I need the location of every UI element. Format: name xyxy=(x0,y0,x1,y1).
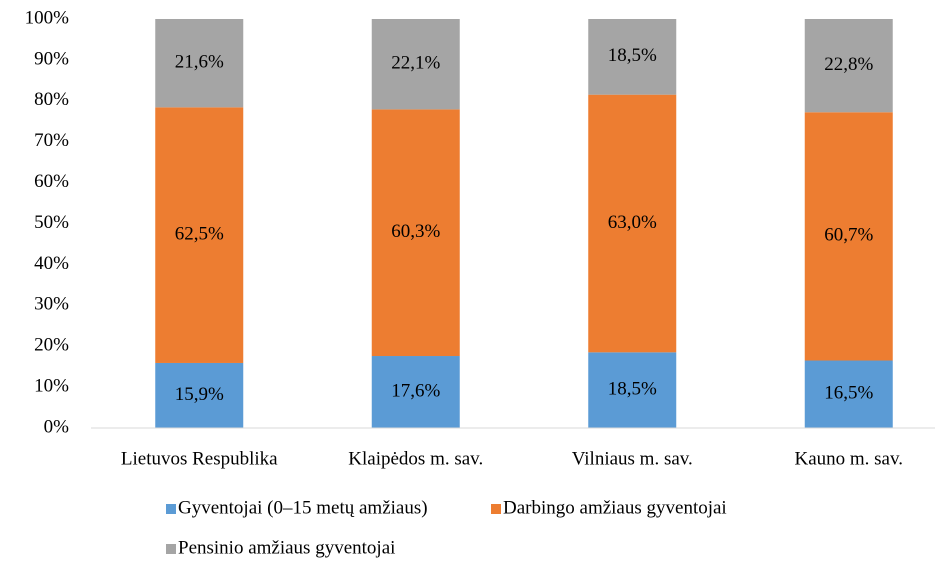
value-label: 63,0% xyxy=(608,212,657,233)
x-tick-label: Klaipėdos m. sav. xyxy=(348,448,483,469)
legend-label: Darbingo amžiaus gyventojai xyxy=(503,497,727,518)
bar-segment xyxy=(804,360,893,428)
x-tick-label: Vilniaus m. sav. xyxy=(572,448,693,469)
bar-segment xyxy=(371,19,460,110)
bar-segment xyxy=(804,112,893,361)
bar-segment xyxy=(588,94,677,353)
x-tick-label: Kauno m. sav. xyxy=(794,448,903,469)
value-label: 60,7% xyxy=(824,225,873,246)
y-tick-label: 0% xyxy=(44,416,70,437)
value-label: 62,5% xyxy=(175,224,224,245)
x-tick-label: Lietuvos Respublika xyxy=(121,448,278,469)
bar-segment xyxy=(371,109,460,357)
value-label: 16,5% xyxy=(824,383,873,404)
value-label: 18,5% xyxy=(608,379,657,400)
value-label: 17,6% xyxy=(391,380,440,401)
legend-swatch xyxy=(491,504,501,514)
value-label: 18,5% xyxy=(608,45,657,66)
y-tick-label: 10% xyxy=(34,375,69,396)
bar-segment xyxy=(371,356,460,428)
y-tick-label: 50% xyxy=(34,212,69,233)
y-tick-label: 80% xyxy=(34,89,69,110)
y-tick-label: 70% xyxy=(34,130,69,151)
value-label: 22,8% xyxy=(824,54,873,75)
y-tick-label: 20% xyxy=(34,335,69,356)
y-tick-label: 90% xyxy=(34,48,69,69)
legend-label: Gyventojai (0–15 metų amžiaus) xyxy=(178,497,428,518)
bar-segment xyxy=(588,352,677,428)
y-tick-label: 60% xyxy=(34,171,69,192)
bar-segment xyxy=(804,19,893,113)
bar-segment xyxy=(155,107,244,363)
legend-label: Pensinio amžiaus gyventojai xyxy=(178,537,395,558)
value-label: 15,9% xyxy=(175,384,224,405)
bar-segment xyxy=(155,19,244,108)
bar-segment xyxy=(588,19,677,95)
legend-swatch xyxy=(166,504,176,514)
value-label: 22,1% xyxy=(391,53,440,74)
y-tick-label: 30% xyxy=(34,294,69,315)
legend-swatch xyxy=(166,544,176,554)
value-label: 60,3% xyxy=(391,221,440,242)
bar-segment xyxy=(155,362,244,428)
value-label: 21,6% xyxy=(175,52,224,73)
y-tick-label: 100% xyxy=(25,7,70,28)
y-tick-label: 40% xyxy=(34,253,69,274)
